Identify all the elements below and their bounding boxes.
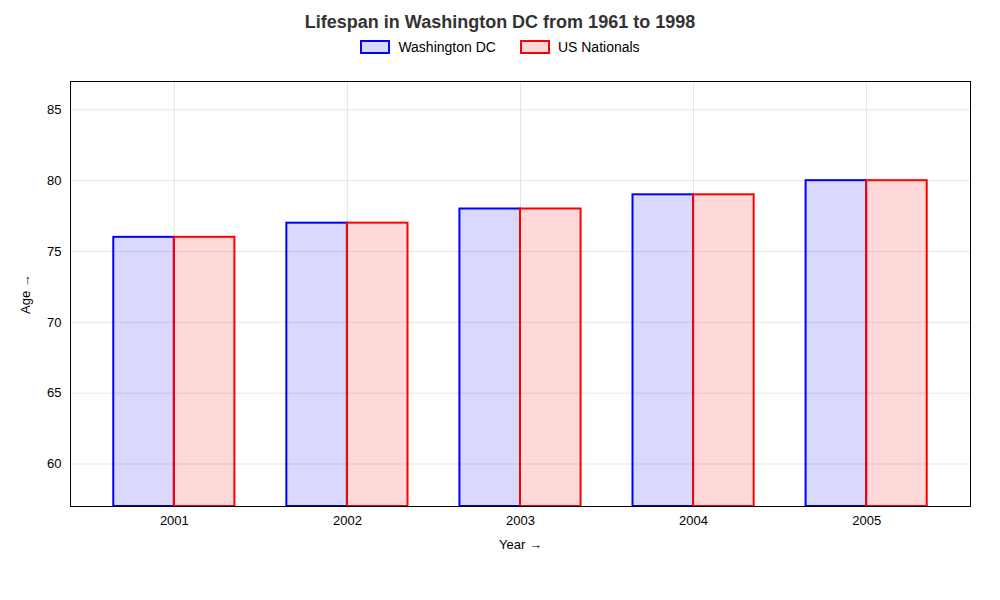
html-text:US Nationals: US Nationals [557, 39, 640, 55]
html-text:Lifespan in Washington DC from: Lifespan in Washington DC from 1961 to 1… [304, 12, 696, 32]
svg-text:2001: 2001 [160, 513, 189, 528]
svg-text:2002: 2002 [333, 513, 362, 528]
html-text:Washington DC: Washington DC [398, 39, 496, 55]
svg-text:75: 75 [47, 244, 61, 259]
svg-text:Year →: Year → [499, 537, 542, 552]
svg-text:2005: 2005 [852, 513, 881, 528]
svg-text:65: 65 [47, 385, 61, 400]
svg-text:2004: 2004 [679, 513, 708, 528]
svg-text:70: 70 [47, 314, 61, 329]
svg-text:Age →: Age → [18, 274, 33, 314]
svg-text:2003: 2003 [506, 513, 535, 528]
svg-text:80: 80 [47, 173, 61, 188]
svg-text:85: 85 [47, 102, 61, 117]
svg-text:60: 60 [47, 456, 61, 471]
